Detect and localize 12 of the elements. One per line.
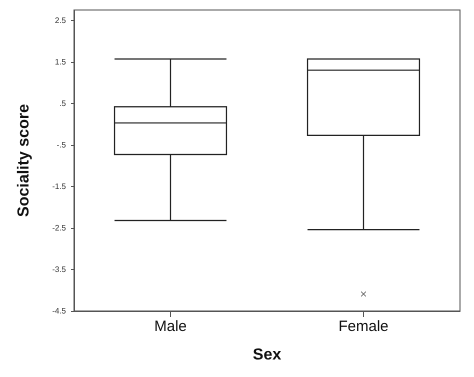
y-axis-title: Sociality score (16, 104, 32, 217)
x-tick-label: Female (338, 318, 389, 335)
y-tick-label: .5 (59, 98, 67, 108)
y-tick-label: 2.5 (54, 16, 67, 25)
y-tick-label: -1.5 (52, 182, 67, 191)
x-axis-title: Sex (252, 346, 282, 364)
y-tick-label: -3.5 (52, 264, 67, 274)
x-tick-label: Male (154, 318, 187, 335)
y-tick-label: 1.5 (54, 57, 67, 66)
y-tick-label: -2.5 (52, 223, 67, 232)
y-tick-label: -.5 (56, 140, 67, 150)
y-tick-label: -4.5 (52, 306, 67, 316)
